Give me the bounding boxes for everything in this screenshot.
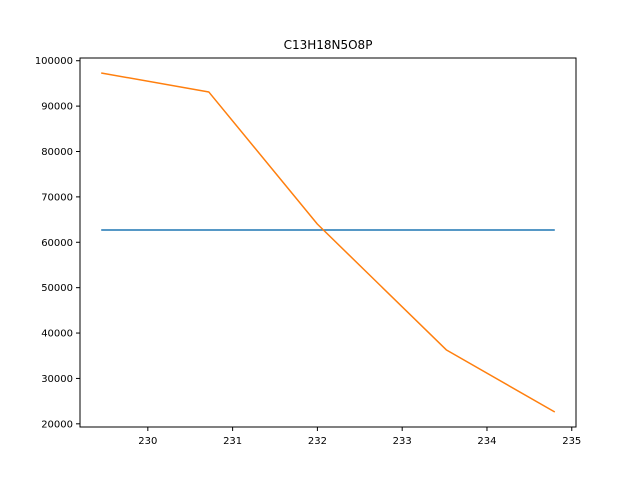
x-tick-label-4: 234 — [477, 436, 496, 447]
y-tick-label-8: 100000 — [35, 56, 73, 67]
y-tick-label-5: 70000 — [41, 192, 73, 203]
y-tick-label-4: 60000 — [41, 238, 73, 249]
x-tick-label-1: 231 — [223, 436, 242, 447]
y-tick-label-1: 30000 — [41, 374, 73, 385]
series-line-1 — [101, 72, 556, 413]
y-tick-label-2: 40000 — [41, 329, 73, 340]
y-tick-label-6: 80000 — [41, 147, 73, 158]
y-tick-label-0: 20000 — [41, 419, 73, 430]
x-tick-label-0: 230 — [138, 436, 157, 447]
chart-title: C13H18N5O8P — [284, 38, 373, 52]
plot-frame — [79, 57, 577, 428]
x-tick-label-3: 233 — [393, 436, 412, 447]
x-tick-label-2: 232 — [308, 436, 327, 447]
y-tick-label-3: 50000 — [41, 283, 73, 294]
x-tick-label-5: 235 — [562, 436, 581, 447]
axes-layer: 230 231 232 233 234 235 20000 30000 40000 50000 60… — [35, 56, 581, 447]
series-layer — [101, 72, 556, 413]
y-tick-label-7: 90000 — [41, 102, 73, 113]
